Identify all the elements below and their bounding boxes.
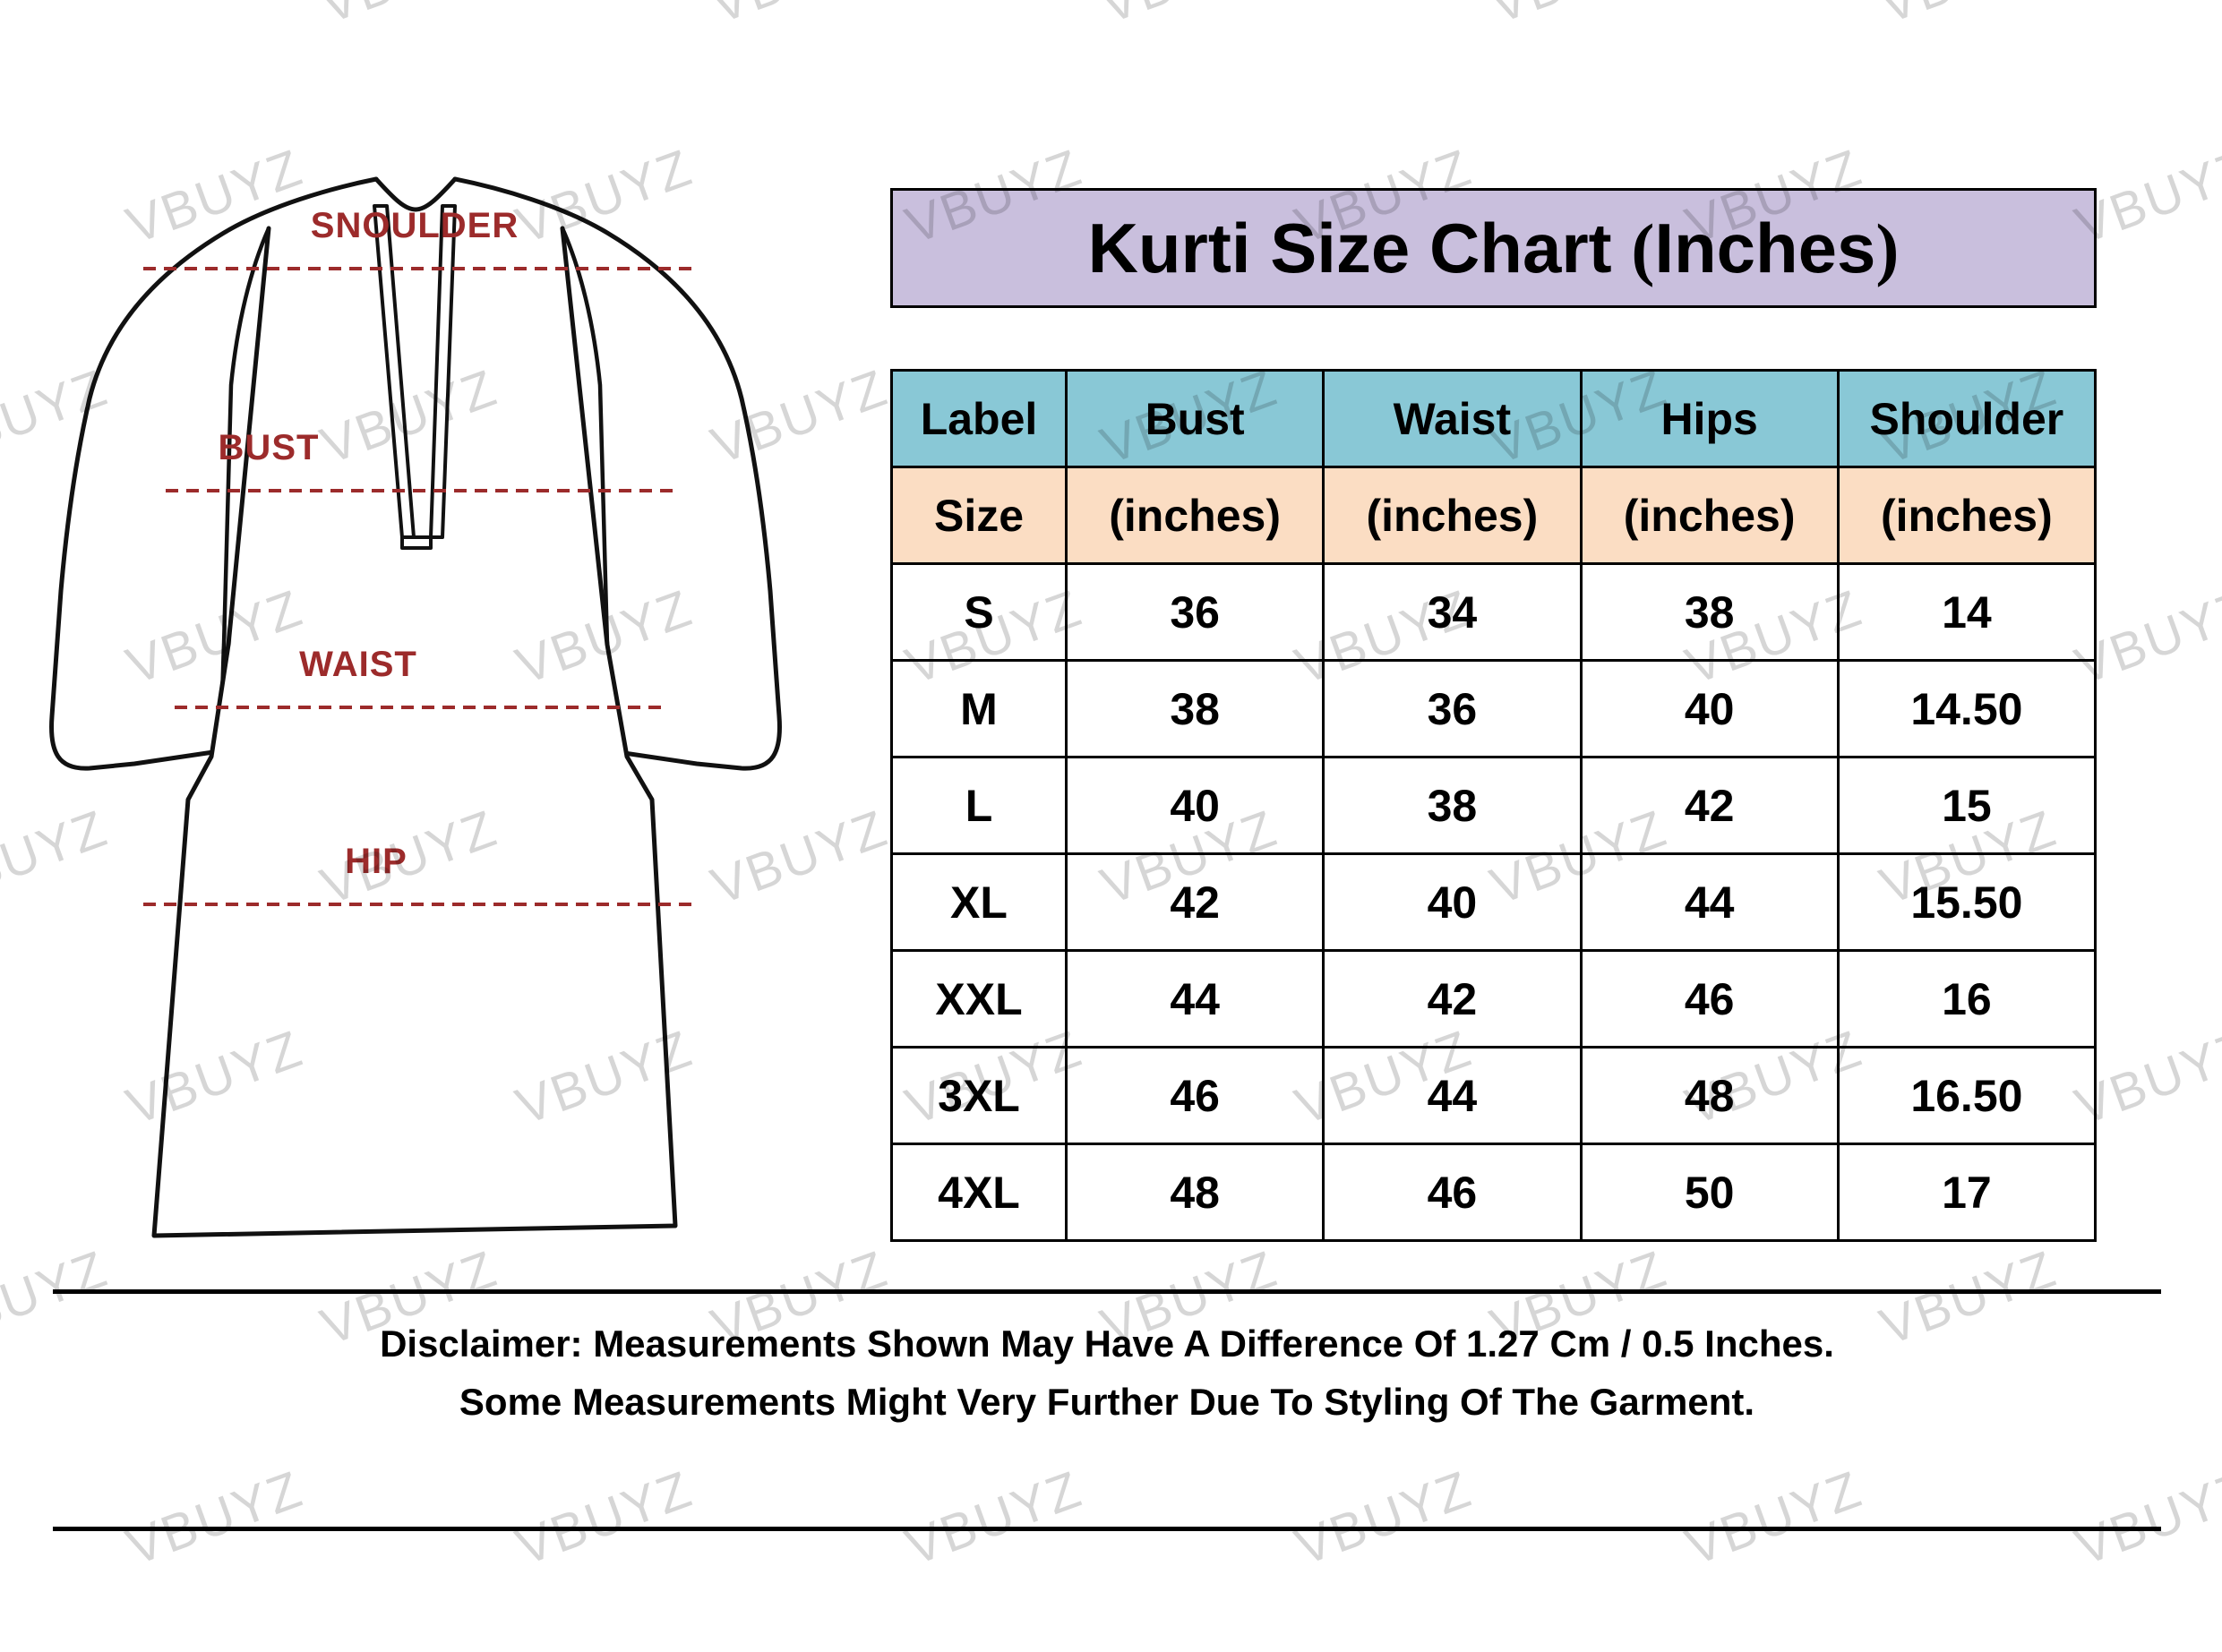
svg-text:HIP: HIP xyxy=(345,842,408,881)
svg-text:BUST: BUST xyxy=(219,428,320,467)
svg-text:SNOULDER: SNOULDER xyxy=(311,206,519,245)
svg-text:WAIST: WAIST xyxy=(299,645,417,684)
